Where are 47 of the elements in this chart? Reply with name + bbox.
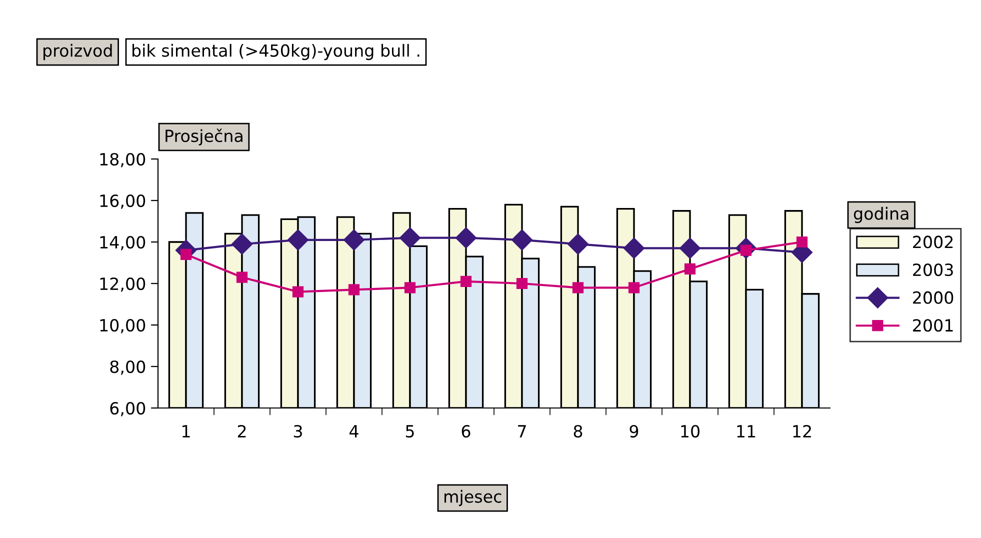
x-tick-label: 7 [518, 425, 526, 438]
x-tick-label: 4 [350, 425, 358, 438]
point [623, 238, 645, 259]
point [796, 236, 808, 248]
y-tick-label: 18,00 [100, 152, 146, 168]
y-tick-label: 14,00 [100, 236, 146, 250]
legend-title: godina [854, 206, 908, 224]
point [460, 276, 472, 287]
x-tick-label: 11 [737, 425, 756, 438]
chart-title: proizvod [44, 44, 112, 60]
point [287, 229, 309, 250]
x-tick-label: 8 [574, 424, 582, 438]
point [292, 286, 304, 298]
point [572, 282, 584, 294]
point [236, 272, 248, 283]
x-tick-label: 1 [182, 425, 190, 438]
y-tick-label: 6,00 [110, 402, 146, 416]
x-tick-label: 2 [238, 424, 246, 438]
chart-subtitle: bik simental (>450kg)-young bull . [132, 44, 420, 60]
point [628, 282, 640, 294]
point [511, 229, 533, 250]
y-tick-label: 16,00 [100, 194, 146, 209]
x-tick-label: 3 [294, 424, 302, 438]
point [348, 284, 360, 296]
point [567, 234, 589, 255]
y-tick-label: 12,00 [100, 277, 146, 292]
point [684, 263, 696, 275]
y-axis-title: Prosječna [166, 128, 242, 146]
point [679, 238, 701, 259]
x-axis-title: mjesec [444, 490, 502, 506]
legend-label: 2003 [913, 263, 953, 276]
point [231, 234, 253, 255]
legend-label: 2002 [913, 236, 953, 248]
x-tick-label: 10 [681, 424, 700, 438]
legend-label: 2001 [913, 319, 953, 332]
y-tick-label: 10,00 [100, 318, 146, 334]
legend-label: 2000 [913, 291, 954, 304]
x-tick-label: 6 [462, 424, 470, 438]
y-tick-label: 8,00 [110, 360, 146, 375]
point [343, 229, 365, 250]
point [404, 282, 416, 294]
point [399, 227, 421, 248]
x-tick-label: 5 [406, 425, 414, 438]
x-tick-label: 12 [793, 424, 811, 438]
point [455, 227, 477, 248]
x-tick-label: 9 [630, 424, 638, 438]
point [516, 278, 528, 290]
